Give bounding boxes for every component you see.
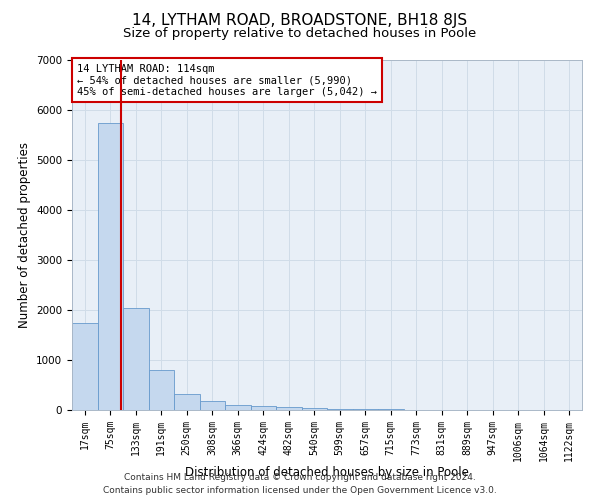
Text: Size of property relative to detached houses in Poole: Size of property relative to detached ho… (124, 28, 476, 40)
Bar (276, 407, 302, 410)
Bar (327, 408, 353, 410)
Bar (251, 406, 276, 410)
Bar (174, 394, 199, 410)
Bar (123, 308, 149, 410)
Text: 14, LYTHAM ROAD, BROADSTONE, BH18 8JS: 14, LYTHAM ROAD, BROADSTONE, BH18 8JS (133, 12, 467, 28)
Bar (378, 409, 404, 410)
Bar (72, 322, 97, 410)
Text: 14 LYTHAM ROAD: 114sqm
← 54% of detached houses are smaller (5,990)
45% of semi-: 14 LYTHAM ROAD: 114sqm ← 54% of detached… (77, 64, 377, 96)
Bar (149, 370, 174, 410)
Text: Contains HM Land Registry data © Crown copyright and database right 2024.
Contai: Contains HM Land Registry data © Crown c… (103, 474, 497, 495)
Bar (97, 122, 123, 410)
Bar (199, 401, 225, 410)
Bar (353, 409, 378, 410)
Bar (225, 405, 251, 410)
Y-axis label: Number of detached properties: Number of detached properties (17, 142, 31, 328)
X-axis label: Distribution of detached houses by size in Poole: Distribution of detached houses by size … (185, 466, 469, 479)
Bar (302, 408, 327, 410)
